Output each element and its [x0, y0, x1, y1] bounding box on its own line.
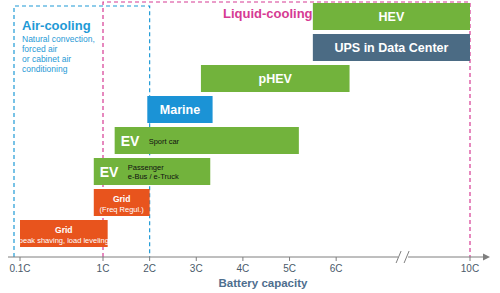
bar-label: HEV [379, 10, 405, 24]
x-tick-label: 10C [461, 263, 479, 274]
range-bar [313, 3, 470, 30]
region-label: Air-cooling [22, 18, 91, 33]
region-note: or cabinet air [22, 54, 71, 64]
x-tick-label: 1C [97, 263, 110, 274]
bar-label: EV [100, 164, 119, 180]
x-tick [470, 257, 471, 261]
x-axis-label: Battery capacity [219, 277, 308, 289]
bar-label: EV [121, 133, 140, 149]
bars [20, 3, 470, 247]
axis-break [396, 251, 409, 263]
x-tick-label: 0.1C [9, 263, 30, 274]
x-tick [242, 257, 243, 261]
range-bar [94, 158, 210, 185]
range-bar [201, 65, 350, 92]
range-bar [313, 34, 470, 61]
bar-note: e-Bus / e-Truck [128, 172, 179, 181]
x-tick [149, 257, 150, 261]
bar-note: Sport car [149, 137, 180, 146]
range-bar [115, 127, 299, 154]
axis-arrow [483, 254, 490, 261]
range-bar [94, 189, 150, 216]
x-tick [336, 257, 337, 261]
x-tick-label: 4C [237, 263, 250, 274]
bar-note: (Freq Regul.) [100, 205, 145, 214]
x-tick-label: 5C [283, 263, 296, 274]
bar-label: pHEV [259, 72, 293, 86]
x-tick-label: 2C [143, 263, 156, 274]
x-tick-label: 3C [190, 263, 203, 274]
x-tick [103, 257, 104, 261]
bar-label: Marine [160, 103, 200, 117]
x-tick [20, 257, 21, 261]
bar-labels: HEV UPS in Data Center pHEV Marine EV Sport c… [16, 10, 448, 245]
cooling-region [103, 2, 470, 257]
bar-label: Grid [55, 225, 72, 235]
x-tick-label: 6C [330, 263, 343, 274]
x-axis [8, 257, 484, 258]
chart: Air-coolingNatural convection,forced air… [0, 0, 500, 293]
range-bar [147, 96, 212, 123]
region-label: Liquid-cooling [223, 6, 313, 21]
region-note: Natural convection, [22, 34, 95, 44]
x-tick [196, 257, 197, 261]
region-note: forced air [22, 44, 58, 54]
bar-label: Grid [113, 194, 130, 204]
bar-note: Passenger [128, 163, 164, 172]
bar-label: UPS in Data Center [334, 41, 448, 55]
bar-note: (peak shaving, load leveling) [16, 236, 112, 245]
x-tick [289, 257, 290, 261]
region-note: conditioning [22, 64, 68, 74]
